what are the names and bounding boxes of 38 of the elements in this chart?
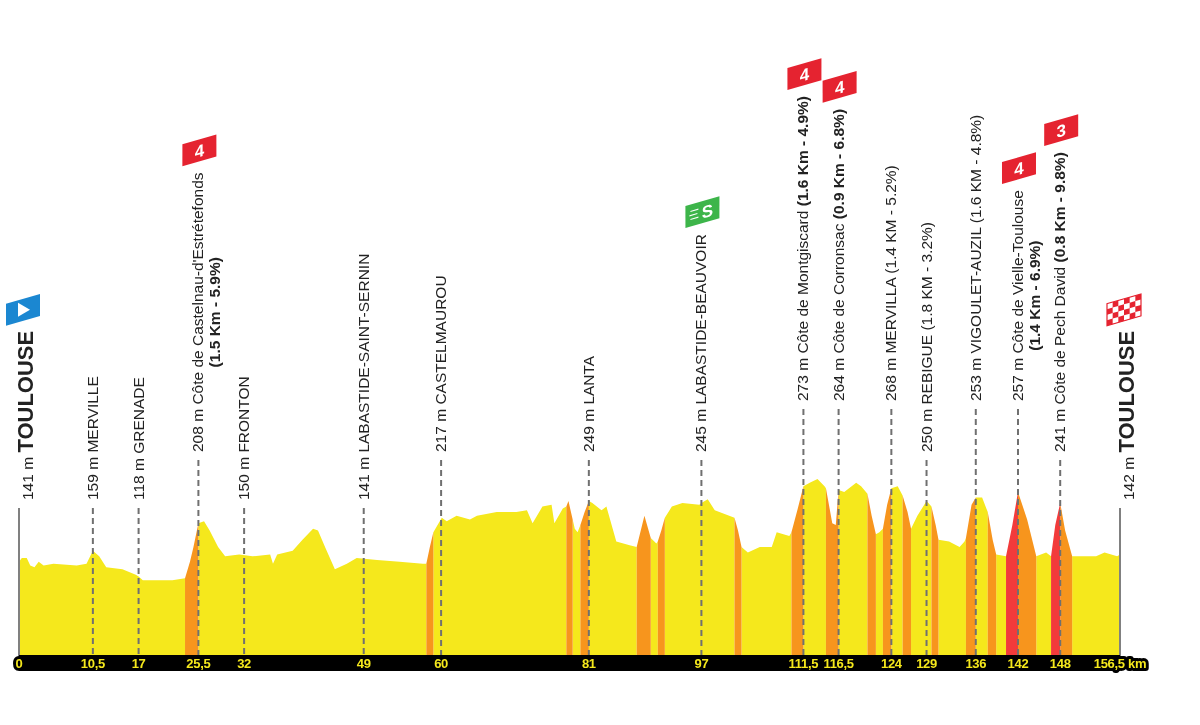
text: 4 — [799, 63, 810, 86]
x-tick-label: 124 — [880, 655, 903, 671]
x-tick-label: 142 — [1007, 655, 1029, 671]
text: 4 — [1014, 157, 1025, 180]
ref-line-label: 245 m LABASTIDE-BEAUVOIR — [692, 234, 710, 452]
x-tick-label: 148 — [1049, 655, 1071, 671]
ref-line-label: 159 m MERVILLE — [83, 376, 101, 500]
text: 4 — [194, 139, 205, 163]
ref-line-label: 264 m Côte de Corronsac (0.9 Km - 6.8%) — [829, 108, 847, 401]
x-tick-label: 10,5 — [80, 655, 105, 671]
ref-line-label: 142 m TOULOUSE — [1114, 330, 1139, 500]
x-tick-label: 116,5 — [823, 655, 854, 671]
ref-line-label: 253 m VIGOULET-AUZIL (1.6 KM - 4.8%) — [966, 114, 984, 401]
x-tick-label: 32 — [237, 655, 252, 671]
x-tick-label: 111,5 — [788, 655, 819, 671]
text: 4 — [834, 76, 845, 99]
ref-line-label: 257 m Côte de Vielle-Toulouse (1.4 Km - 6.9%) — [1008, 190, 1043, 401]
ref-line-label: 150 m FRONTON — [235, 376, 253, 500]
ref-line-label: 141 m LABASTIDE-SAINT-SERNIN — [354, 253, 372, 500]
ref-line-label: 241 m Côte de Pech David (0.8 Km - 9.8%) — [1051, 152, 1069, 452]
x-tick-label: 60 — [434, 655, 449, 671]
text: 3 — [1056, 119, 1067, 142]
x-tick-label: 97 — [694, 655, 709, 671]
ref-line-label: 249 m LANTA — [579, 355, 597, 452]
ref-line-label: 217 m CASTELMAUROU — [432, 275, 450, 452]
ref-line-label: 141 m TOULOUSE — [13, 330, 38, 500]
x-tick-label: 25,5 — [186, 655, 211, 671]
ref-line-label: 250 m REBIGUE (1.8 KM - 3.2%) — [917, 222, 935, 452]
text: S — [701, 199, 714, 223]
ref-line-label: 273 m Côte de Montgiscard (1.6 Km - 4.9%) — [794, 96, 812, 401]
ref-line-label: 118 m GRENADE — [129, 377, 147, 500]
x-tick-label: 81 — [581, 655, 596, 671]
ref-line-label: 268 m MERVILLA (1.4 KM - 5.2%) — [882, 165, 900, 401]
x-tick-label: 129 — [916, 655, 937, 671]
x-tick-label: 136 — [965, 655, 987, 671]
x-tick-label: 17 — [131, 655, 146, 671]
x-tick-label: 49 — [356, 655, 371, 671]
ref-line-label: 208 m Côte de Castelnau-d'Estrétefonds (1.5 Km - 5.9%) — [189, 172, 224, 452]
